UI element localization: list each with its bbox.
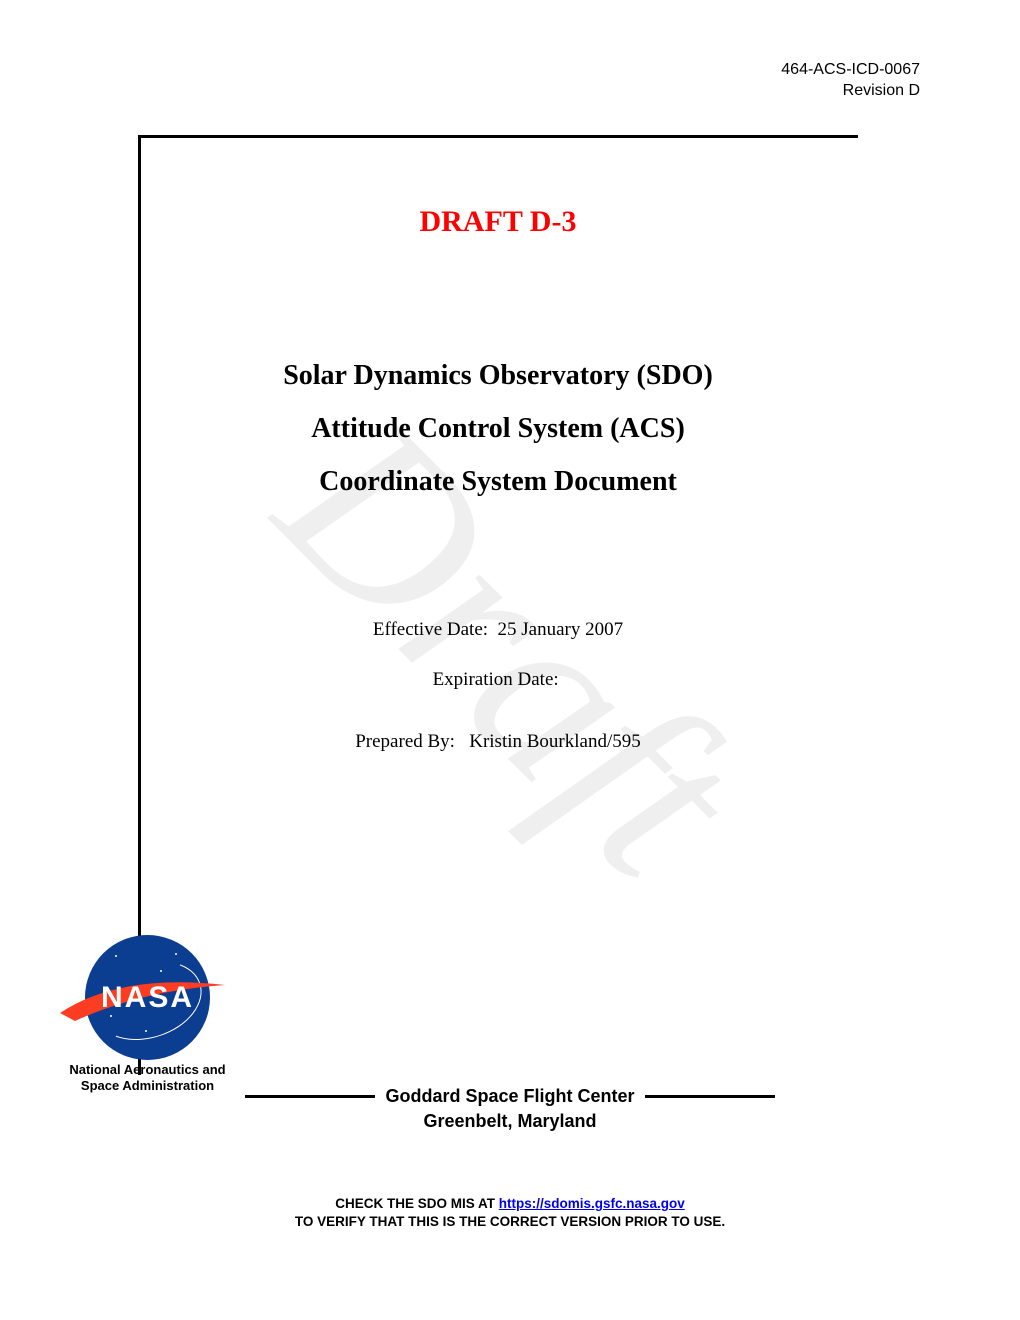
expiration-date: Expiration Date:	[138, 669, 858, 691]
nasa-acronym: NASA	[101, 981, 194, 1015]
effective-date-label: Effective Date:	[373, 619, 488, 640]
gsfc-line1-row: Goddard Space Flight Center	[245, 1084, 774, 1108]
header-right: 464-ACS-ICD-0067 Revision D	[100, 60, 920, 102]
prepared-by: Prepared By: Kristin Bourkland/595	[138, 731, 858, 753]
title-line-1: Solar Dynamics Observatory (SDO)	[138, 349, 858, 402]
logo-caption-line1: National Aeronautics and	[55, 1062, 240, 1078]
rule-right-icon	[645, 1095, 775, 1098]
gsfc-block: Goddard Space Flight Center Greenbelt, M…	[0, 1080, 1020, 1133]
check-line2: TO VERIFY THAT THIS IS THE CORRECT VERSI…	[0, 1213, 1020, 1231]
title-line-2: Attitude Control System (ACS)	[138, 402, 858, 455]
prepared-by-label: Prepared By:	[355, 731, 455, 752]
doc-number: 464-ACS-ICD-0067	[100, 60, 920, 81]
verification-notice: CHECK THE SDO MIS AT https://sdomis.gsfc…	[0, 1195, 1020, 1231]
doc-revision: Revision D	[100, 81, 920, 102]
nasa-meatball-circle: NASA	[85, 935, 210, 1060]
gsfc-line1: Goddard Space Flight Center	[385, 1084, 634, 1108]
prepared-by-value: Kristin Bourkland/595	[469, 731, 641, 752]
check-line1: CHECK THE SDO MIS AT https://sdomis.gsfc…	[0, 1195, 1020, 1213]
nasa-logo: NASA	[75, 935, 220, 1060]
title-content: DRAFT D-3 Solar Dynamics Observatory (SD…	[138, 135, 858, 753]
title-line-3: Coordinate System Document	[138, 455, 858, 508]
expiration-date-label: Expiration Date:	[433, 669, 559, 690]
draft-label: DRAFT D-3	[138, 205, 858, 239]
mis-link[interactable]: https://sdomis.gsfc.nasa.gov	[499, 1196, 685, 1211]
check-prefix: CHECK THE SDO MIS AT	[335, 1196, 499, 1211]
nasa-logo-block: NASA National Aeronautics and Space Admi…	[55, 935, 240, 1095]
page-container: 464-ACS-ICD-0067 Revision D DRAFT D-3 So…	[0, 0, 1020, 1320]
rule-left-icon	[245, 1095, 375, 1098]
effective-date: Effective Date: 25 January 2007	[138, 619, 858, 641]
effective-date-value: 25 January 2007	[498, 619, 624, 640]
gsfc-line2: Greenbelt, Maryland	[0, 1109, 1020, 1133]
document-title: Solar Dynamics Observatory (SDO) Attitud…	[138, 349, 858, 509]
